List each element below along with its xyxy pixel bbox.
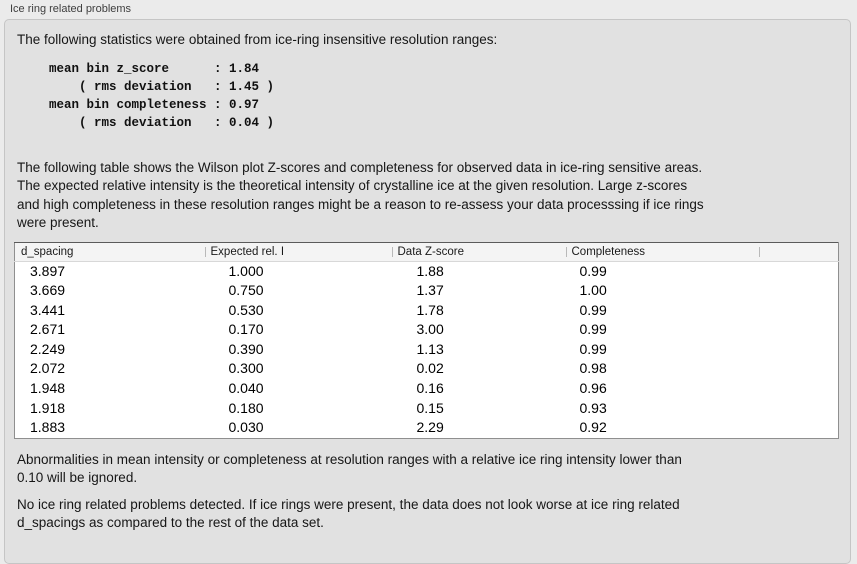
cell-d-spacing: 1.883	[30, 419, 66, 436]
cell-completeness: 0.92	[579, 419, 607, 436]
table-row[interactable]: 2.671 0.170 3.00 0.99	[15, 320, 839, 340]
stats-block: mean bin z_score : 1.84 ( rms deviation …	[49, 61, 275, 130]
table-row[interactable]: 2.249 0.390 1.13 0.99	[15, 340, 839, 360]
cell-completeness: 0.99	[579, 301, 607, 318]
column-header-completeness: Completeness	[565, 242, 759, 262]
table-body: 3.897 1.000 1.88 0.99 3.669 0.750 1.37 1…	[15, 261, 839, 438]
cell-d-spacing: 1.918	[30, 399, 66, 416]
cell-completeness: 0.99	[579, 321, 607, 338]
cell-completeness: 0.99	[579, 262, 607, 279]
table-row[interactable]: 1.883 0.030 2.29 0.92	[15, 418, 839, 438]
cell-empty	[759, 301, 839, 321]
cell-expected-rel-i: 0.750	[228, 282, 264, 299]
cell-empty	[759, 340, 839, 360]
cell-data-z-score: 1.78	[416, 301, 444, 318]
cell-expected-rel-i: 0.530	[228, 301, 264, 318]
cell-expected-rel-i: 0.390	[228, 340, 264, 357]
cell-d-spacing: 1.948	[30, 380, 66, 397]
cell-expected-rel-i: 0.170	[228, 321, 264, 338]
cell-d-spacing: 2.072	[30, 360, 66, 377]
cell-completeness: 0.99	[579, 340, 607, 357]
cell-data-z-score: 2.29	[416, 419, 444, 436]
cell-empty	[759, 359, 839, 379]
cell-d-spacing: 2.671	[30, 321, 66, 338]
table-intro-text: The following table shows the Wilson plo…	[17, 159, 704, 231]
conclusion-text: No ice ring related problems detected. I…	[17, 496, 680, 531]
cell-data-z-score: 0.15	[416, 399, 444, 416]
table-row[interactable]: 3.441 0.530 1.78 0.99	[15, 301, 839, 321]
table-row[interactable]: 1.948 0.040 0.16 0.96	[15, 379, 839, 399]
cell-d-spacing: 3.669	[30, 282, 66, 299]
cell-data-z-score: 0.02	[416, 360, 444, 377]
table-row[interactable]: 1.918 0.180 0.15 0.93	[15, 399, 839, 419]
table-row[interactable]: 3.669 0.750 1.37 1.00	[15, 281, 839, 301]
cell-completeness: 0.98	[579, 360, 607, 377]
ice-ring-table-container: d_spacing Expected rel. I Data Z-score C…	[14, 241, 839, 439]
cell-data-z-score: 0.16	[416, 380, 444, 397]
column-header-data-z-score: Data Z-score	[391, 242, 566, 262]
cell-d-spacing: 3.441	[30, 301, 66, 318]
table-row[interactable]: 3.897 1.000 1.88 0.99	[15, 261, 839, 281]
cell-expected-rel-i: 0.300	[228, 360, 264, 377]
groupbox-label: Ice ring related problems	[10, 3, 132, 15]
cell-data-z-score: 1.88	[416, 262, 444, 279]
cell-empty	[759, 281, 839, 301]
cell-completeness: 1.00	[579, 282, 607, 299]
cell-empty	[759, 320, 839, 340]
column-header-expected-rel-i: Expected rel. I	[204, 242, 392, 262]
ice-ring-panel: { "window": { "group_label": "Ice ring r…	[4, 3, 851, 564]
cell-empty	[759, 261, 839, 281]
cell-empty	[759, 399, 839, 419]
cell-completeness: 0.93	[579, 399, 607, 416]
ignore-note-text: Abnormalities in mean intensity or compl…	[17, 451, 682, 486]
cell-expected-rel-i: 1.000	[228, 262, 264, 279]
cell-empty	[759, 379, 839, 399]
cell-d-spacing: 3.897	[30, 262, 66, 279]
cell-data-z-score: 1.13	[416, 340, 444, 357]
cell-completeness: 0.96	[579, 380, 607, 397]
column-header-empty	[758, 242, 839, 262]
table-row[interactable]: 2.072 0.300 0.02 0.98	[15, 359, 839, 379]
cell-d-spacing: 2.249	[30, 340, 66, 357]
cell-empty	[759, 418, 839, 438]
cell-data-z-score: 3.00	[416, 321, 444, 338]
intro-text: The following statistics were obtained f…	[17, 32, 498, 47]
cell-expected-rel-i: 0.180	[228, 399, 264, 416]
ice-ring-groupbox: The following statistics were obtained f…	[4, 19, 851, 564]
cell-expected-rel-i: 0.030	[228, 419, 264, 436]
table-header-row: d_spacing Expected rel. I Data Z-score C…	[14, 242, 839, 262]
column-header-d-spacing: d_spacing	[14, 242, 205, 262]
ice-ring-table: d_spacing Expected rel. I Data Z-score C…	[14, 241, 839, 439]
cell-data-z-score: 1.37	[416, 282, 444, 299]
cell-expected-rel-i: 0.040	[228, 380, 264, 397]
